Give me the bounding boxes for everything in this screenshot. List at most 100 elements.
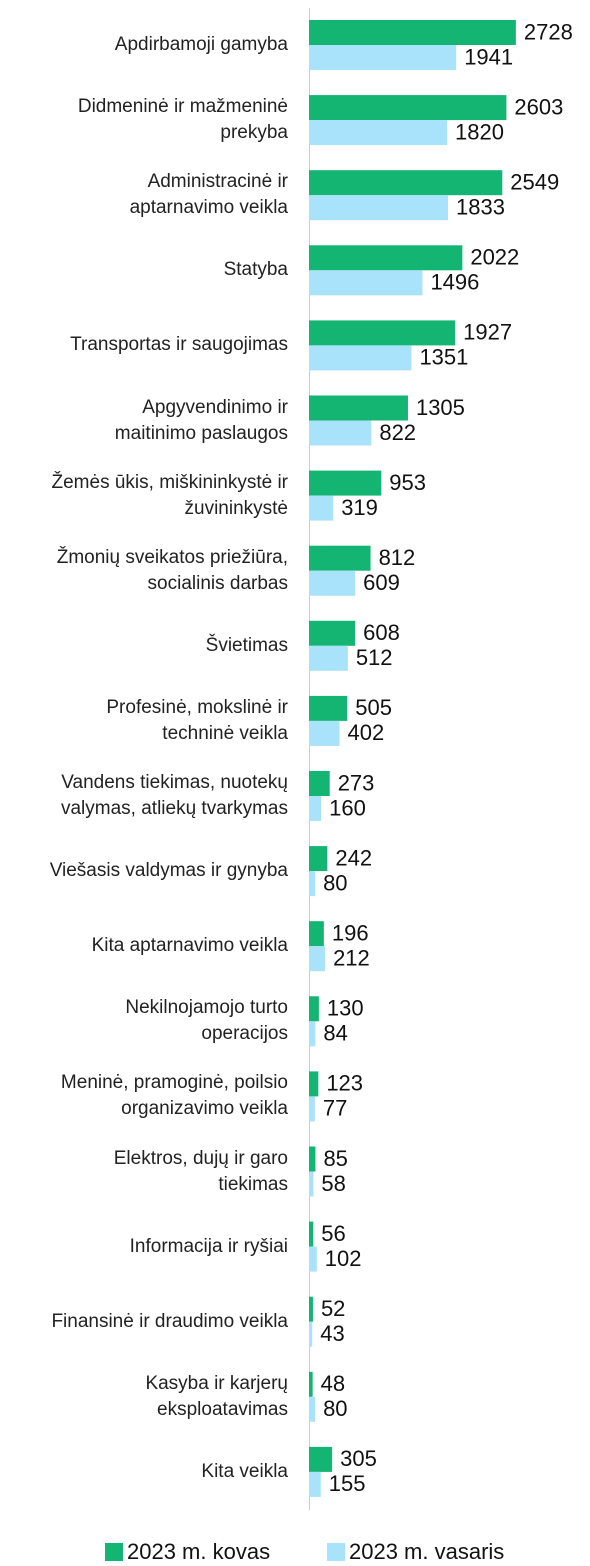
bar xyxy=(309,420,372,446)
legend-label: 2023 m. kovas xyxy=(127,1539,270,1564)
value-label: 2603 xyxy=(514,94,563,119)
bar xyxy=(309,270,423,296)
bar xyxy=(309,1221,314,1247)
value-label: 48 xyxy=(321,1371,345,1396)
bar xyxy=(309,245,463,271)
value-label: 608 xyxy=(363,620,400,645)
category-label: Viešasis valdymas ir gynyba xyxy=(49,860,288,882)
value-label: 85 xyxy=(323,1146,347,1171)
category-label: Kita aptarnavimo veikla xyxy=(91,935,288,957)
value-label: 505 xyxy=(355,695,392,720)
bar xyxy=(309,1321,313,1347)
bar xyxy=(309,620,356,646)
value-label: 212 xyxy=(333,946,370,971)
value-label: 273 xyxy=(338,770,375,795)
value-label: 102 xyxy=(325,1246,362,1271)
category-label: Žemės ūkis, miškininkystė ir žuvininkyst… xyxy=(51,471,289,519)
value-label: 402 xyxy=(347,720,384,745)
bar xyxy=(309,20,516,45)
value-label: 305 xyxy=(340,1446,377,1471)
value-label: 56 xyxy=(321,1221,345,1246)
value-label: 512 xyxy=(356,645,393,670)
category-label: Informacija ir ryšiai xyxy=(129,1235,288,1257)
value-label: 130 xyxy=(327,996,364,1021)
category-label: Didmeninė ir mažmeninė prekyba xyxy=(77,96,288,144)
value-label: 1305 xyxy=(416,395,465,420)
value-label: 43 xyxy=(320,1321,344,1346)
bar xyxy=(309,871,316,897)
value-label: 609 xyxy=(363,570,400,595)
value-label: 953 xyxy=(389,470,426,495)
value-label: 52 xyxy=(321,1296,345,1321)
category-label: Profesinė, mokslinė ir techninė veikla xyxy=(106,696,288,744)
value-label: 160 xyxy=(329,795,366,820)
value-label: 2549 xyxy=(510,170,559,195)
bar xyxy=(309,170,503,196)
bar xyxy=(309,545,371,571)
value-label: 242 xyxy=(335,845,372,870)
bar xyxy=(309,921,324,947)
bar xyxy=(309,320,456,346)
value-label: 2728 xyxy=(524,19,573,44)
category-label: Nekilnojamojo turto operacijos xyxy=(125,997,288,1045)
value-label: 84 xyxy=(323,1021,347,1046)
bar xyxy=(309,570,356,596)
bar xyxy=(309,470,382,496)
value-label: 77 xyxy=(323,1096,347,1121)
value-label: 155 xyxy=(329,1471,366,1496)
bar xyxy=(309,720,340,746)
bar xyxy=(309,1471,321,1497)
bar xyxy=(309,345,412,371)
bar xyxy=(309,946,326,972)
category-label: Vandens tiekimas, nuotekų valymas, atlie… xyxy=(60,772,288,819)
legend-swatch xyxy=(327,1543,345,1561)
bar xyxy=(309,771,330,796)
bar xyxy=(309,846,328,872)
category-label: Finansinė ir draudimo veikla xyxy=(51,1310,288,1332)
bar xyxy=(309,1071,319,1097)
value-label: 2022 xyxy=(470,245,519,270)
category-label: Statyba xyxy=(223,259,288,281)
bar xyxy=(309,120,448,146)
bar xyxy=(309,1296,313,1322)
value-label: 1941 xyxy=(464,44,513,69)
value-label: 1927 xyxy=(463,320,512,345)
category-label: Kasyba ir karjerų eksploatavimas xyxy=(145,1372,288,1420)
bar xyxy=(309,1246,317,1272)
value-label: 1496 xyxy=(430,270,479,295)
bar xyxy=(309,1171,314,1197)
value-label: 1833 xyxy=(456,195,505,220)
category-label: Žmonių sveikatos priežiūra, socialinis d… xyxy=(56,546,288,594)
bar xyxy=(309,996,319,1022)
category-label: Meninė, pramoginė, poilsio organizavimo … xyxy=(60,1072,288,1120)
category-label: Apgyvendinimo ir maitinimo paslaugos xyxy=(114,396,288,444)
bar xyxy=(309,1371,313,1397)
category-label: Elektros, dujų ir garo tiekimas xyxy=(113,1147,288,1195)
value-label: 822 xyxy=(379,420,416,445)
bar xyxy=(309,45,457,70)
legend-swatch xyxy=(105,1543,123,1561)
bar xyxy=(309,1396,316,1422)
bar xyxy=(309,195,449,221)
bar xyxy=(309,1096,315,1122)
bar xyxy=(309,1446,333,1472)
category-label: Švietimas xyxy=(205,634,288,656)
value-label: 80 xyxy=(323,870,347,895)
bar xyxy=(309,695,348,721)
bar xyxy=(309,495,334,521)
bar xyxy=(309,95,507,121)
value-label: 1820 xyxy=(455,119,504,144)
category-label: Apdirbamoji gamyba xyxy=(114,34,288,55)
value-label: 812 xyxy=(379,545,416,570)
bar xyxy=(309,796,322,821)
value-label: 196 xyxy=(332,921,369,946)
category-label: Kita veikla xyxy=(201,1460,288,1482)
category-label: Administracinė ir aptarnavimo veikla xyxy=(129,171,288,219)
value-label: 1351 xyxy=(419,345,468,370)
legend-label: 2023 m. vasaris xyxy=(349,1539,504,1564)
value-label: 319 xyxy=(341,495,378,520)
bar xyxy=(309,645,348,671)
value-label: 58 xyxy=(321,1171,345,1196)
